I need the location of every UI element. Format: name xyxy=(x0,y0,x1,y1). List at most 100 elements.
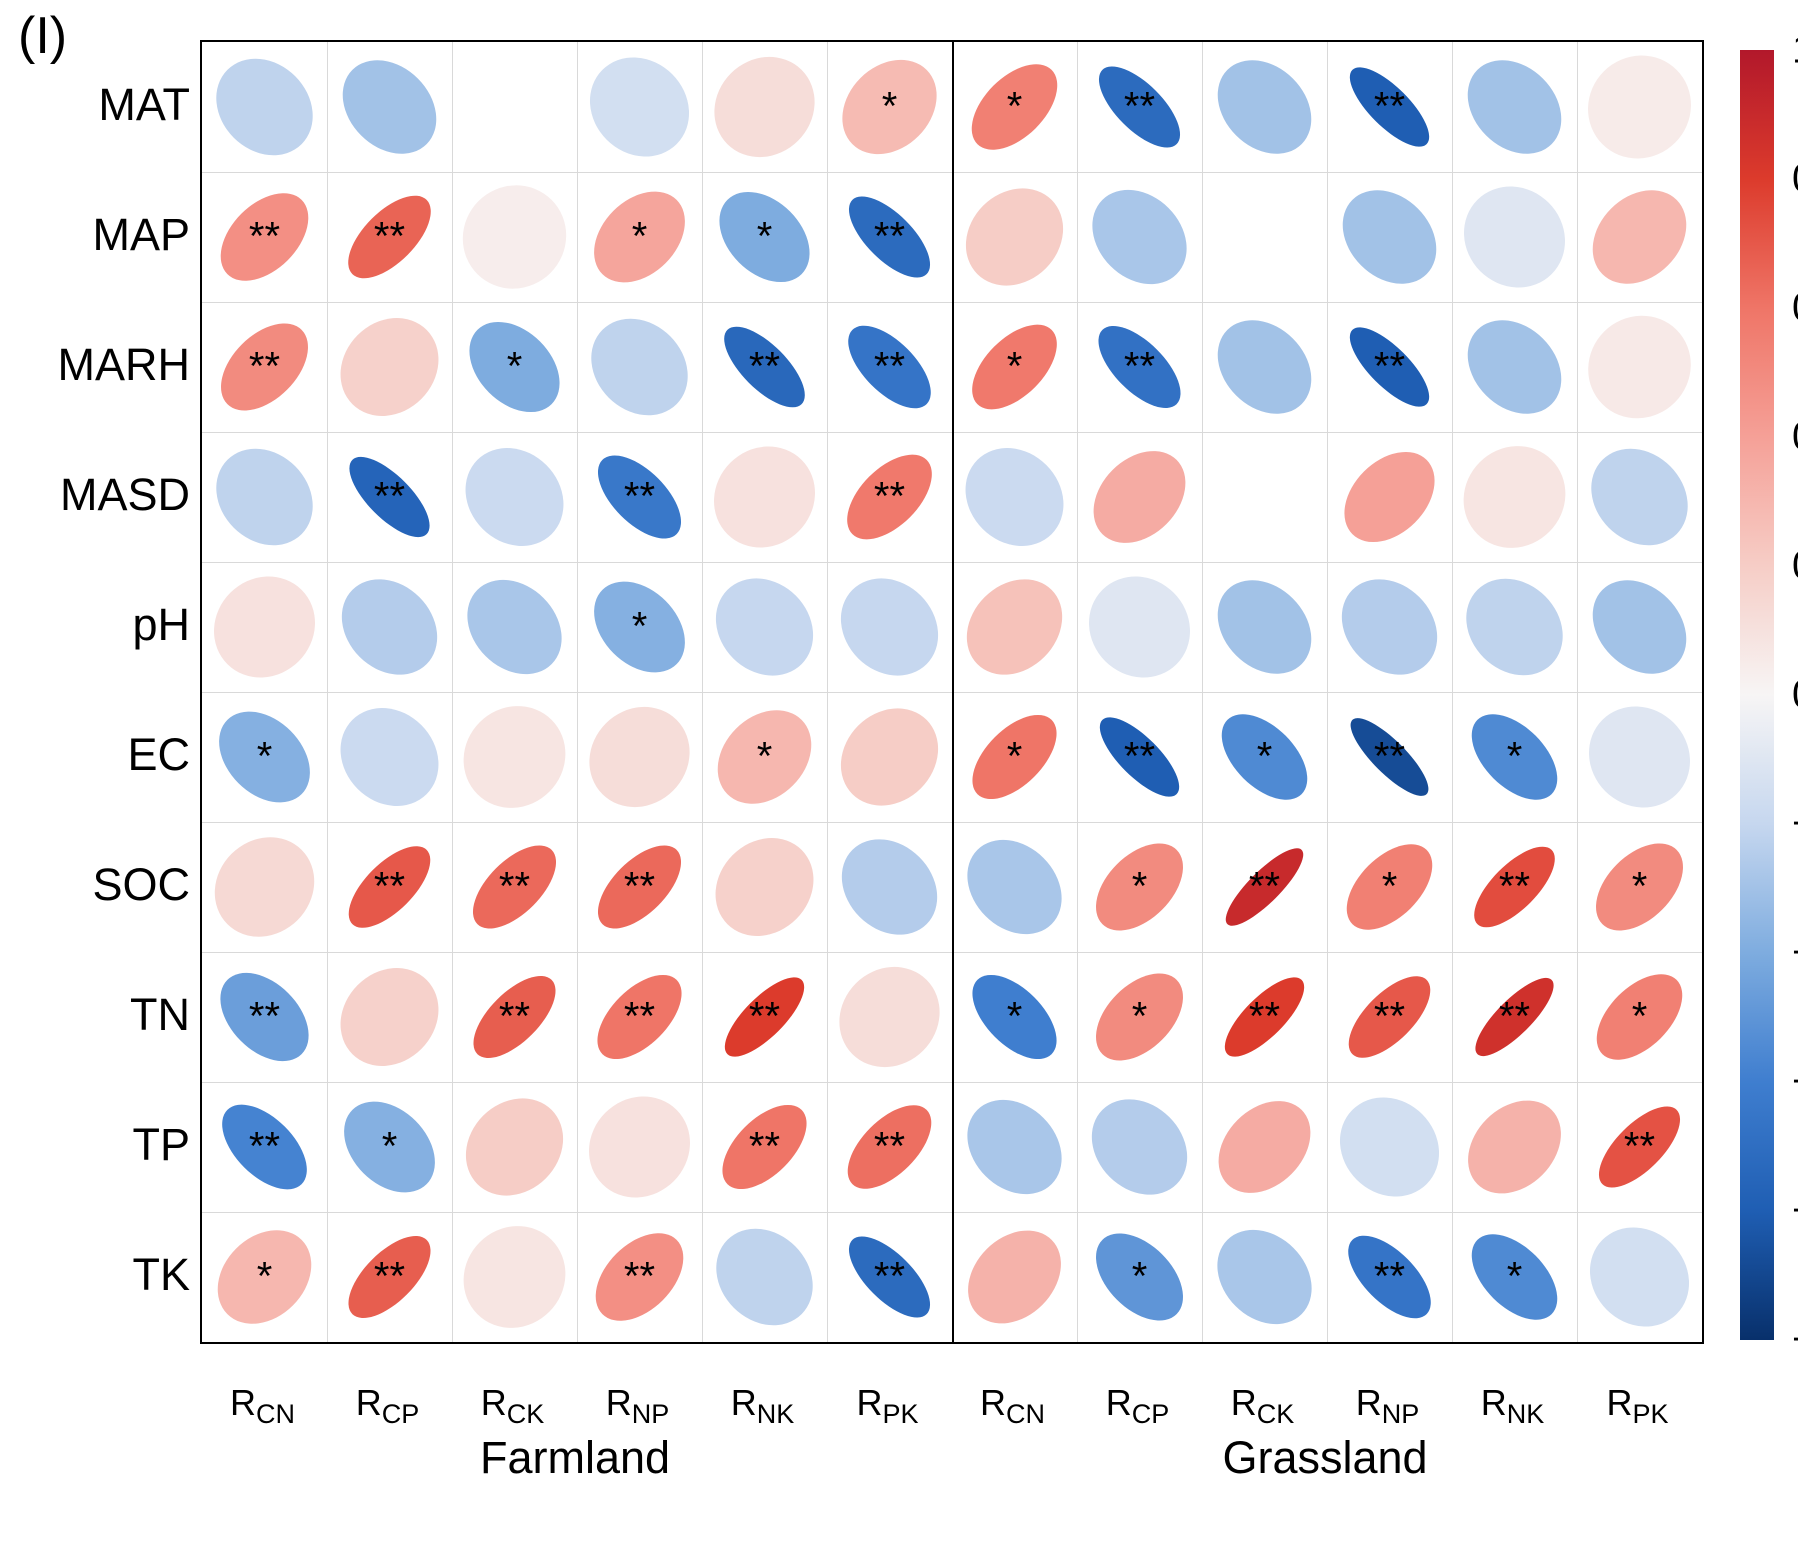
ellipse-icon xyxy=(1577,42,1702,172)
correlation-cell xyxy=(1577,172,1702,302)
y-axis-label: pH xyxy=(0,599,190,651)
y-axis-label: MARH xyxy=(0,339,190,391)
ellipse-icon xyxy=(952,1212,1077,1342)
ellipse-icon xyxy=(827,302,952,432)
ellipse-icon xyxy=(452,172,577,302)
ellipse-icon xyxy=(952,952,1077,1082)
correlation-cell: ** xyxy=(1202,822,1327,952)
ellipse-icon xyxy=(1327,172,1452,302)
ellipse-icon xyxy=(1577,432,1702,562)
correlation-cell: ** xyxy=(1077,692,1202,822)
ellipse-icon xyxy=(202,952,327,1082)
correlation-cell xyxy=(577,42,702,172)
x-axis-label: RCN xyxy=(980,1382,1045,1430)
ellipse-icon xyxy=(1077,302,1202,432)
correlation-cell xyxy=(1202,1082,1327,1212)
ellipse-icon xyxy=(1327,432,1452,562)
correlation-cell: ** xyxy=(827,432,952,562)
correlation-cell xyxy=(327,952,452,1082)
correlation-cell: ** xyxy=(327,432,452,562)
ellipse-icon xyxy=(1202,952,1327,1082)
correlation-cell: * xyxy=(1077,822,1202,952)
ellipse-icon xyxy=(702,952,827,1082)
correlation-figure: (I) ************************************… xyxy=(0,0,1798,1563)
correlation-cell xyxy=(1577,302,1702,432)
ellipse-icon xyxy=(202,172,327,302)
x-axis-label: RPK xyxy=(856,1382,918,1430)
correlation-cell: * xyxy=(952,692,1077,822)
ellipse-icon xyxy=(452,1082,577,1212)
ellipse-icon xyxy=(452,692,577,822)
ellipse-icon xyxy=(452,562,577,692)
correlation-cell xyxy=(1202,42,1327,172)
colorbar-tick-label: 0.6 xyxy=(1774,286,1798,331)
ellipse-icon xyxy=(827,432,952,562)
ellipse-icon xyxy=(202,1212,327,1342)
ellipse-icon xyxy=(1202,1212,1327,1342)
correlation-cell xyxy=(327,562,452,692)
y-axis-label: EC xyxy=(0,729,190,781)
correlation-cell xyxy=(577,692,702,822)
ellipse-icon xyxy=(952,562,1077,692)
correlation-cell: * xyxy=(1327,822,1452,952)
ellipse-icon xyxy=(327,562,452,692)
ellipse-icon xyxy=(452,822,577,952)
ellipse-icon xyxy=(1327,692,1452,822)
ellipse-icon xyxy=(202,42,327,172)
ellipse-icon xyxy=(1577,952,1702,1082)
ellipse-icon xyxy=(1452,432,1577,562)
correlation-cell xyxy=(452,432,577,562)
ellipse-icon xyxy=(1452,1212,1577,1342)
ellipse-icon xyxy=(702,692,827,822)
correlation-cell xyxy=(1577,1212,1702,1342)
ellipse-icon xyxy=(327,692,452,822)
ellipse-icon xyxy=(202,692,327,822)
y-axis-label: MASD xyxy=(0,469,190,521)
ellipse-icon xyxy=(202,562,327,692)
colorbar-tick-label: 1.0 xyxy=(1774,28,1798,73)
correlation-cell xyxy=(1202,1212,1327,1342)
correlation-cell xyxy=(1202,432,1327,562)
correlation-cell xyxy=(827,562,952,692)
ellipse-icon xyxy=(1077,1082,1202,1212)
ellipse-icon xyxy=(1327,952,1452,1082)
ellipse-icon xyxy=(1577,302,1702,432)
correlation-cell xyxy=(702,432,827,562)
colorbar-tick-label: 0.0 xyxy=(1774,673,1798,718)
correlation-cell xyxy=(1452,172,1577,302)
correlation-cell xyxy=(452,1212,577,1342)
correlation-cell xyxy=(1452,42,1577,172)
ellipse-icon xyxy=(952,172,1077,302)
ellipse-icon xyxy=(702,302,827,432)
ellipse-icon xyxy=(702,822,827,952)
ellipse-icon xyxy=(952,1082,1077,1212)
colorbar-tick-label: −1.0 xyxy=(1774,1318,1798,1363)
x-axis-label: RCN xyxy=(230,1382,295,1430)
correlation-cell: * xyxy=(327,1082,452,1212)
ellipse-icon xyxy=(702,1212,827,1342)
correlation-cell xyxy=(1327,172,1452,302)
ellipse-icon xyxy=(1452,822,1577,952)
correlation-cell xyxy=(202,42,327,172)
correlation-cell: * xyxy=(952,952,1077,1082)
correlation-cell xyxy=(577,1082,702,1212)
colorbar-tick-label: 0.2 xyxy=(1774,544,1798,589)
ellipse-icon xyxy=(577,952,702,1082)
correlation-cell xyxy=(1077,432,1202,562)
correlation-cell: * xyxy=(952,302,1077,432)
correlation-cell: * xyxy=(1452,692,1577,822)
y-axis-label: SOC xyxy=(0,859,190,911)
ellipse-icon xyxy=(577,302,702,432)
ellipse-icon xyxy=(577,432,702,562)
correlation-cell xyxy=(452,42,577,172)
ellipse-icon xyxy=(1202,562,1327,692)
ellipse-icon xyxy=(327,1212,452,1342)
correlation-cell xyxy=(452,172,577,302)
ellipse-icon xyxy=(577,1212,702,1342)
ellipse-icon xyxy=(1327,1212,1452,1342)
correlation-cell: ** xyxy=(202,1082,327,1212)
correlation-cell: ** xyxy=(327,172,452,302)
correlation-cell: * xyxy=(1077,1212,1202,1342)
x-axis-label: RCK xyxy=(481,1382,545,1430)
correlation-cell: * xyxy=(702,172,827,302)
